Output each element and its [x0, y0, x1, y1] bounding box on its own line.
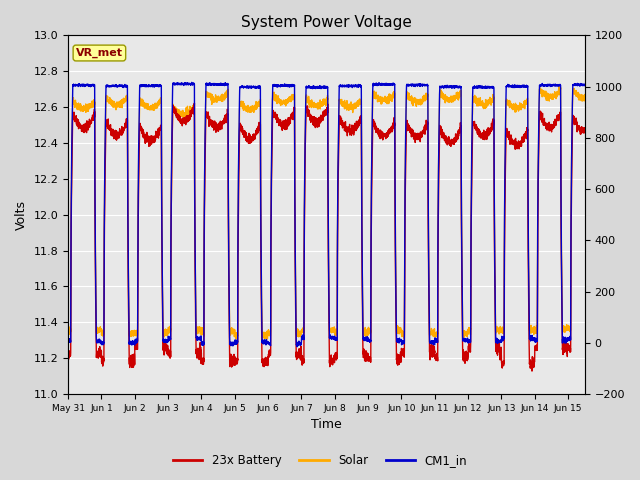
Solar: [555, 84, 563, 89]
23x Battery: [291, 109, 298, 115]
CM1_in: [392, 242, 399, 248]
23x Battery: [191, 100, 198, 106]
Solar: [64, 327, 72, 333]
23x Battery: [64, 351, 72, 357]
23x Battery: [219, 119, 227, 125]
CM1_in: [502, 84, 510, 89]
Solar: [581, 95, 589, 100]
23x Battery: [528, 368, 536, 374]
CM1_in: [219, 82, 227, 87]
CM1_in: [64, 338, 72, 344]
Title: System Power Voltage: System Power Voltage: [241, 15, 412, 30]
Solar: [232, 336, 240, 342]
Solar: [219, 92, 227, 98]
CM1_in: [188, 80, 196, 85]
Solar: [198, 332, 205, 338]
23x Battery: [502, 131, 510, 137]
23x Battery: [581, 129, 589, 135]
CM1_in: [493, 338, 500, 344]
Solar: [291, 94, 298, 99]
CM1_in: [198, 341, 205, 347]
23x Battery: [492, 346, 500, 352]
CM1_in: [581, 82, 589, 87]
Solar: [502, 101, 510, 107]
Line: 23x Battery: 23x Battery: [68, 103, 585, 371]
Line: Solar: Solar: [68, 86, 585, 339]
X-axis label: Time: Time: [311, 419, 342, 432]
Line: CM1_in: CM1_in: [68, 83, 585, 347]
Legend: 23x Battery, Solar, CM1_in: 23x Battery, Solar, CM1_in: [168, 449, 472, 472]
Y-axis label: Volts: Volts: [15, 200, 28, 230]
CM1_in: [291, 83, 298, 88]
Solar: [492, 326, 500, 332]
23x Battery: [198, 356, 205, 362]
CM1_in: [293, 344, 301, 349]
Text: VR_met: VR_met: [76, 48, 123, 58]
23x Battery: [392, 254, 399, 260]
Solar: [392, 226, 399, 232]
